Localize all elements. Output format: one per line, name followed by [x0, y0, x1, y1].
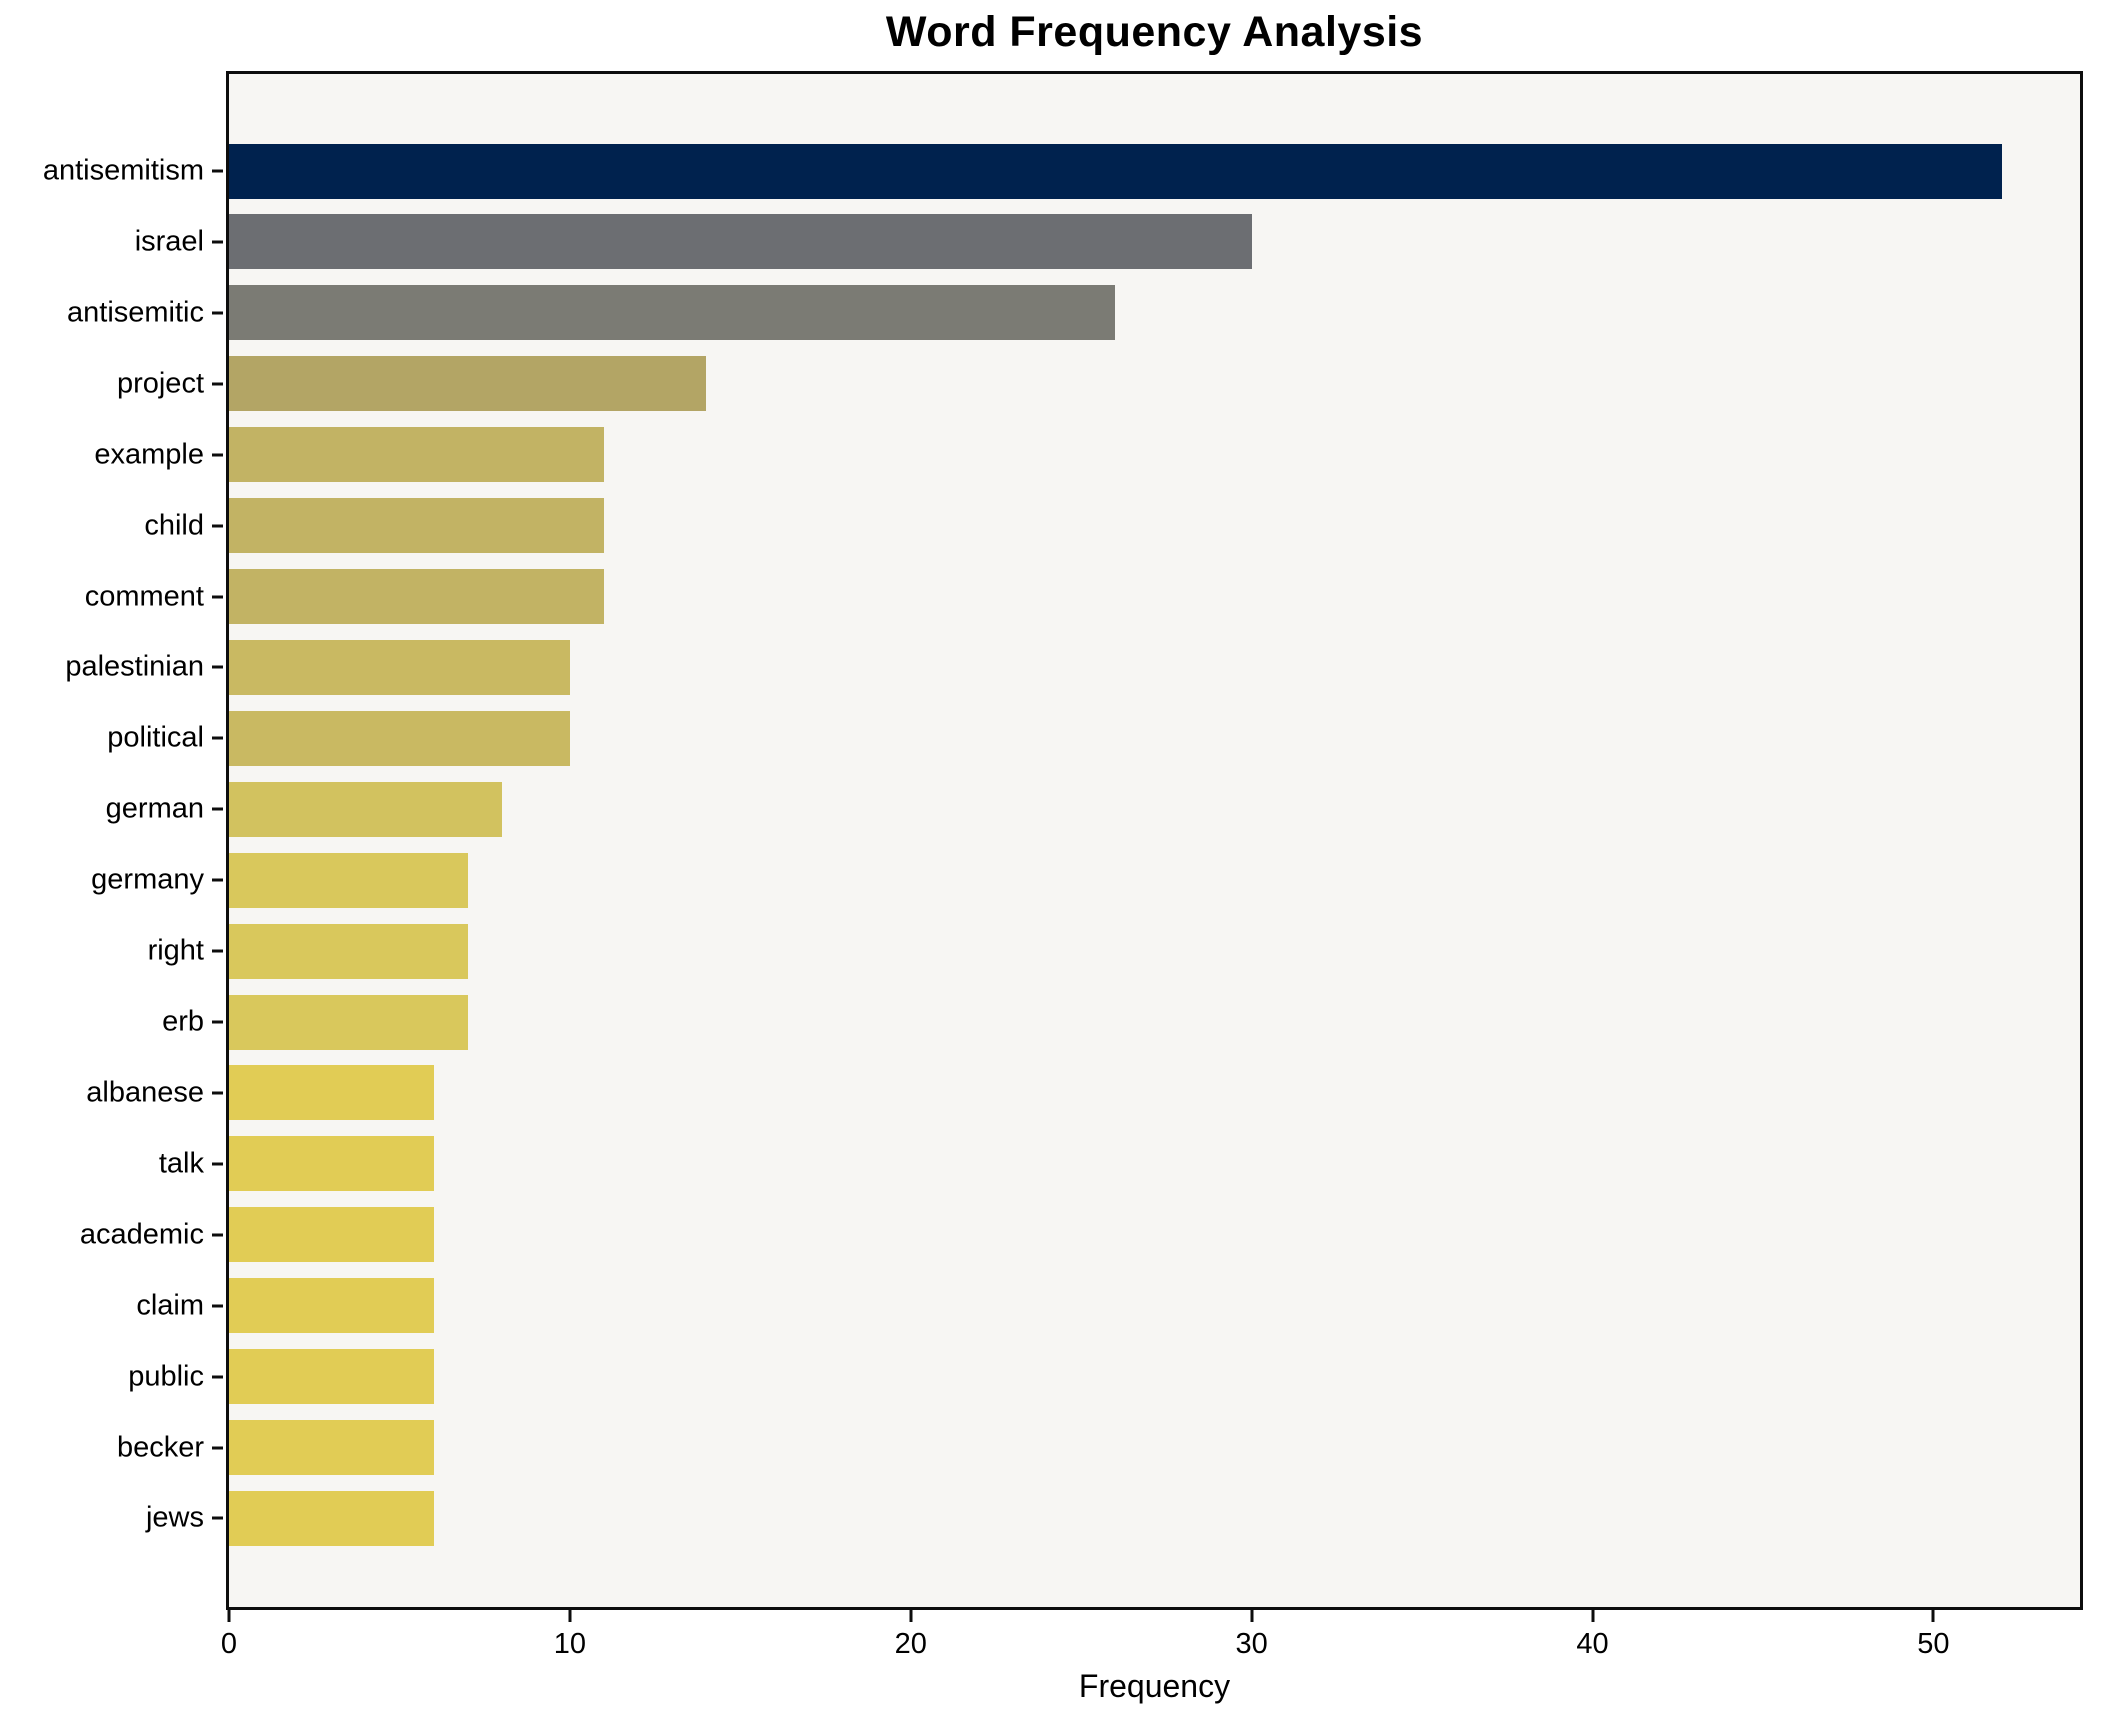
y-tick-mark — [212, 1375, 223, 1379]
y-axis-label-germany: germany — [91, 863, 204, 896]
y-axis-label-israel: israel — [134, 225, 204, 258]
bar-talk — [229, 1136, 434, 1192]
y-tick-mark — [212, 1446, 223, 1450]
x-tick-mark — [1931, 1610, 1935, 1622]
y-tick-mark — [212, 949, 223, 953]
x-tick-mark — [568, 1610, 572, 1622]
y-tick-mark — [212, 807, 223, 811]
bar-antisemitic — [229, 285, 1116, 341]
y-tick-mark — [212, 169, 223, 173]
y-tick-mark — [212, 1162, 223, 1166]
bar-right — [229, 923, 468, 979]
x-tick-label-30: 30 — [1235, 1628, 1268, 1660]
y-axis-label-antisemitic: antisemitic — [67, 296, 204, 329]
bar-israel — [229, 214, 1252, 270]
y-label-row: example — [0, 427, 226, 482]
bar-claim — [229, 1278, 434, 1334]
y-label-row: erb — [0, 995, 226, 1050]
y-axis-label-comment: comment — [84, 580, 204, 613]
y-axis-labels: antisemitism israel antisemitic project exam… — [0, 74, 226, 1607]
bar-erb — [229, 994, 468, 1050]
y-label-row: comment — [0, 569, 226, 624]
y-label-row: child — [0, 498, 226, 553]
y-label-row: becker — [0, 1420, 226, 1475]
y-axis-label-talk: talk — [158, 1147, 204, 1180]
y-label-row: antisemitism — [0, 144, 226, 199]
bar-comment — [229, 569, 604, 625]
y-label-row: project — [0, 356, 226, 411]
x-axis: 0 10 20 30 40 50 — [221, 1610, 2080, 1680]
y-tick-mark — [212, 311, 223, 315]
y-tick-mark — [212, 736, 223, 740]
y-axis-label-becker: becker — [116, 1431, 204, 1464]
bar-german — [229, 781, 502, 837]
x-tick-mark — [227, 1610, 231, 1622]
bar-example — [229, 427, 604, 483]
y-axis-label-german: german — [105, 792, 204, 825]
x-axis-title: Frequency — [1078, 1668, 1231, 1704]
x-tick-mark — [1250, 1610, 1254, 1622]
x-tick-label-20: 20 — [894, 1628, 927, 1660]
y-axis-label-albanese: albanese — [86, 1076, 204, 1109]
y-label-row: talk — [0, 1136, 226, 1191]
x-tick-mark — [909, 1610, 913, 1622]
plot-area — [226, 71, 2083, 1610]
y-tick-mark — [212, 453, 223, 457]
y-axis-label-political: political — [107, 721, 204, 754]
y-axis-label-public: public — [128, 1360, 204, 1393]
bar-albanese — [229, 1065, 434, 1121]
x-tick-label-10: 10 — [553, 1628, 586, 1660]
y-tick-mark — [212, 665, 223, 669]
y-label-row: right — [0, 924, 226, 979]
y-axis-label-claim: claim — [136, 1289, 204, 1322]
y-label-row: political — [0, 711, 226, 766]
bar-palestinian — [229, 639, 570, 695]
y-axis-label-right: right — [147, 934, 204, 967]
y-label-row: israel — [0, 214, 226, 269]
bar-germany — [229, 852, 468, 908]
y-axis-label-child: child — [144, 509, 204, 542]
y-axis-label-palestinian: palestinian — [65, 650, 204, 683]
y-label-row: public — [0, 1349, 226, 1404]
y-axis-label-jews: jews — [145, 1501, 204, 1534]
y-tick-mark — [212, 595, 223, 599]
y-label-row: jews — [0, 1491, 226, 1546]
y-label-row: antisemitic — [0, 285, 226, 340]
y-label-row: palestinian — [0, 640, 226, 695]
bar-academic — [229, 1207, 434, 1263]
x-tick-label-40: 40 — [1576, 1628, 1609, 1660]
chart-title: Word Frequency Analysis — [885, 8, 1424, 56]
y-tick-mark — [212, 878, 223, 882]
y-label-row: german — [0, 782, 226, 837]
y-tick-mark — [212, 1304, 223, 1308]
y-label-row: claim — [0, 1278, 226, 1333]
y-axis-label-erb: erb — [162, 1005, 204, 1038]
bar-political — [229, 710, 570, 766]
y-axis-label-academic: academic — [79, 1218, 204, 1251]
bar-antisemitism — [229, 143, 2002, 199]
bar-public — [229, 1349, 434, 1405]
y-tick-mark — [212, 1516, 223, 1520]
y-tick-mark — [212, 240, 223, 244]
y-tick-mark — [212, 1091, 223, 1095]
x-tick-label-0: 0 — [220, 1628, 238, 1660]
y-tick-mark — [212, 1020, 223, 1024]
y-axis-label-antisemitism: antisemitism — [42, 154, 204, 187]
y-label-row: academic — [0, 1207, 226, 1262]
y-tick-mark — [212, 1233, 223, 1237]
y-tick-mark — [212, 524, 223, 528]
bar-child — [229, 498, 604, 554]
y-tick-mark — [212, 382, 223, 386]
x-tick-mark — [1591, 1610, 1595, 1622]
y-axis-label-example: example — [94, 438, 204, 471]
bar-becker — [229, 1420, 434, 1476]
y-axis-label-project: project — [116, 367, 204, 400]
y-label-row: albanese — [0, 1065, 226, 1120]
bar-project — [229, 356, 707, 412]
bar-jews — [229, 1490, 434, 1546]
y-label-row: germany — [0, 853, 226, 908]
x-tick-label-50: 50 — [1917, 1628, 1950, 1660]
